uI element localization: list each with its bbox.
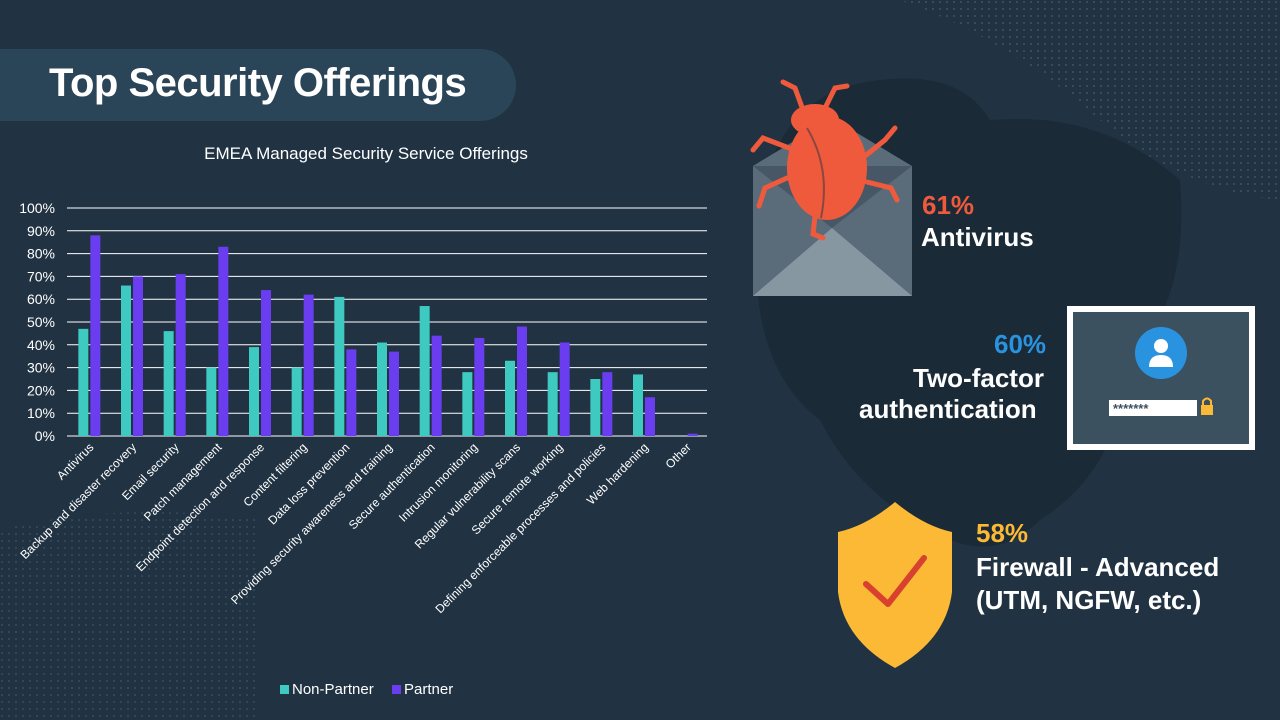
- password-login-icon: *******: [1067, 306, 1255, 450]
- bar-partner: [687, 433, 698, 436]
- bar-partner: [431, 335, 442, 436]
- antivirus-percent: 61%: [922, 190, 975, 220]
- bar-partner: [645, 397, 655, 436]
- bar-non-partner: [590, 379, 601, 436]
- bar-partner: [559, 342, 570, 436]
- bar-non-partner: [78, 328, 89, 436]
- bar-partner: [90, 235, 101, 436]
- password-mask: *******: [1113, 401, 1149, 416]
- bar-partner: [175, 274, 186, 436]
- two-factor-percent: 60%: [994, 329, 1047, 359]
- y-tick-label: 80%: [27, 246, 55, 262]
- two-factor-label-line1: Two-factor: [913, 363, 1044, 393]
- y-tick-label: 0%: [35, 428, 55, 444]
- bar-partner: [261, 290, 271, 436]
- y-tick-label: 60%: [27, 291, 55, 307]
- bar-partner: [133, 276, 143, 436]
- y-tick-label: 50%: [27, 314, 55, 330]
- legend-label: Partner: [404, 681, 453, 698]
- bug-envelope-icon: [750, 79, 912, 296]
- bar-partner: [517, 326, 527, 436]
- bar-non-partner: [633, 374, 643, 436]
- bar-non-partner: [163, 331, 174, 436]
- x-tick-label: Patch management: [141, 440, 225, 524]
- y-tick-label: 70%: [27, 268, 55, 284]
- x-tick-label: Providing security awareness and trainin…: [228, 440, 395, 607]
- bar-partner: [389, 351, 399, 436]
- firewall-label-line1: Firewall - Advanced: [976, 552, 1220, 582]
- legend-label: Non-Partner: [292, 681, 374, 698]
- y-tick-label: 90%: [27, 223, 55, 239]
- bar-non-partner: [249, 347, 259, 436]
- page-title: Top Security Offerings: [49, 61, 467, 105]
- bar-non-partner: [419, 306, 430, 436]
- y-tick-label: 10%: [27, 405, 55, 421]
- legend-swatch: [392, 685, 401, 694]
- bar-non-partner: [505, 360, 515, 436]
- bar-chart: EMEA Managed Security Service Offerings …: [17, 144, 707, 698]
- firewall-label-line2: (UTM, NGFW, etc.): [976, 585, 1202, 615]
- bar-non-partner: [547, 372, 558, 436]
- bar-partner: [218, 246, 229, 436]
- y-tick-label: 100%: [19, 200, 55, 216]
- bar-non-partner: [377, 342, 387, 436]
- x-tick-label: Data loss prevention: [265, 440, 352, 527]
- bar-partner: [474, 337, 485, 436]
- y-tick-label: 40%: [27, 337, 55, 353]
- two-factor-label-line2: authentication: [859, 394, 1037, 424]
- legend-swatch: [280, 685, 289, 694]
- bar-partner: [602, 372, 613, 436]
- x-tick-label: Intrusion monitoring: [396, 440, 480, 524]
- bar-non-partner: [291, 367, 302, 436]
- bar-non-partner: [462, 372, 473, 436]
- bar-non-partner: [121, 285, 131, 436]
- shield-check-icon: [838, 502, 952, 668]
- bar-partner: [346, 349, 357, 436]
- x-tick-label: Other: [663, 440, 694, 471]
- y-tick-label: 30%: [27, 360, 55, 376]
- title-banner: [0, 49, 516, 121]
- bar-partner: [303, 294, 314, 436]
- bar-non-partner: [334, 296, 345, 436]
- chart-title: EMEA Managed Security Service Offerings: [204, 144, 528, 163]
- bar-non-partner: [206, 367, 217, 436]
- firewall-percent: 58%: [976, 518, 1029, 548]
- antivirus-label: Antivirus: [921, 222, 1034, 252]
- x-tick-label: Antivirus: [54, 440, 96, 482]
- y-tick-label: 20%: [27, 382, 55, 398]
